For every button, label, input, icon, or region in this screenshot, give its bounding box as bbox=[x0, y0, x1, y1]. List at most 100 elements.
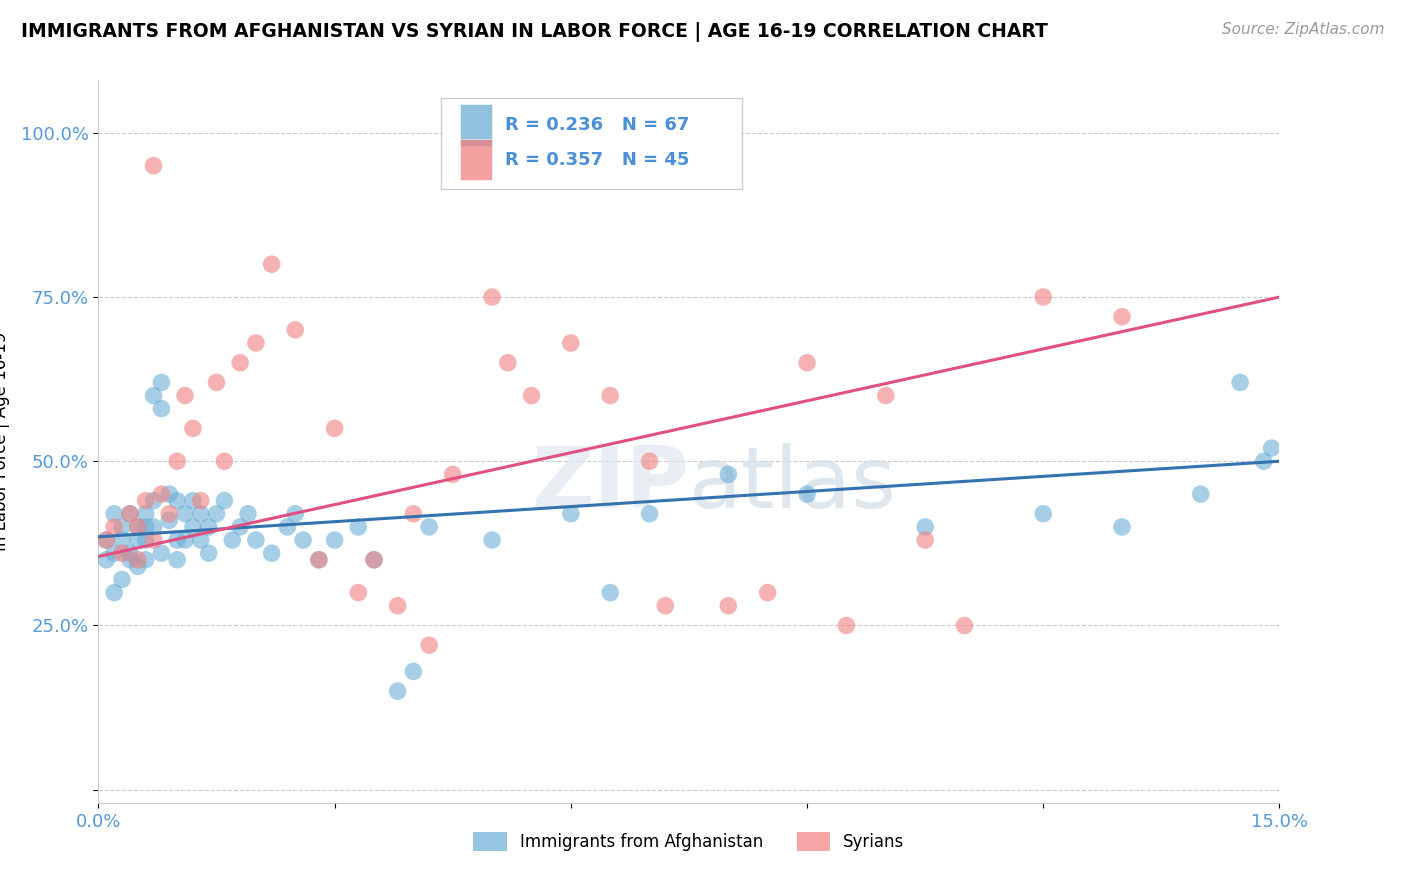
Syrians bbox=[402, 507, 425, 521]
Immigrants from Afghanistan bbox=[363, 553, 385, 567]
Immigrants from Afghanistan bbox=[111, 533, 134, 547]
Immigrants from Afghanistan bbox=[103, 507, 125, 521]
Syrians bbox=[1032, 290, 1054, 304]
Immigrants from Afghanistan bbox=[914, 520, 936, 534]
Immigrants from Afghanistan bbox=[111, 573, 134, 587]
Immigrants from Afghanistan bbox=[166, 493, 188, 508]
Immigrants from Afghanistan bbox=[284, 507, 307, 521]
Syrians bbox=[127, 553, 149, 567]
FancyBboxPatch shape bbox=[460, 139, 492, 180]
Syrians bbox=[441, 467, 464, 482]
Immigrants from Afghanistan bbox=[260, 546, 283, 560]
Immigrants from Afghanistan bbox=[150, 546, 173, 560]
Immigrants from Afghanistan bbox=[135, 507, 157, 521]
Syrians bbox=[520, 388, 543, 402]
Immigrants from Afghanistan bbox=[1253, 454, 1275, 468]
Immigrants from Afghanistan bbox=[135, 520, 157, 534]
Syrians bbox=[323, 421, 346, 435]
Syrians bbox=[157, 507, 180, 521]
Immigrants from Afghanistan bbox=[96, 553, 118, 567]
Immigrants from Afghanistan bbox=[418, 520, 440, 534]
Syrians bbox=[150, 487, 173, 501]
Syrians bbox=[103, 520, 125, 534]
Syrians bbox=[835, 618, 858, 632]
Immigrants from Afghanistan bbox=[229, 520, 252, 534]
Immigrants from Afghanistan bbox=[560, 507, 582, 521]
Immigrants from Afghanistan bbox=[1111, 520, 1133, 534]
Text: R = 0.236   N = 67: R = 0.236 N = 67 bbox=[505, 116, 689, 134]
Syrians bbox=[142, 159, 165, 173]
Immigrants from Afghanistan bbox=[118, 507, 141, 521]
Immigrants from Afghanistan bbox=[717, 467, 740, 482]
Immigrants from Afghanistan bbox=[347, 520, 370, 534]
Immigrants from Afghanistan bbox=[142, 493, 165, 508]
Syrians bbox=[953, 618, 976, 632]
Syrians bbox=[174, 388, 197, 402]
Syrians bbox=[308, 553, 330, 567]
Text: IMMIGRANTS FROM AFGHANISTAN VS SYRIAN IN LABOR FORCE | AGE 16-19 CORRELATION CHA: IMMIGRANTS FROM AFGHANISTAN VS SYRIAN IN… bbox=[21, 22, 1047, 42]
Immigrants from Afghanistan bbox=[103, 546, 125, 560]
Text: R = 0.357   N = 45: R = 0.357 N = 45 bbox=[505, 151, 689, 169]
Immigrants from Afghanistan bbox=[142, 520, 165, 534]
Syrians bbox=[347, 585, 370, 599]
Syrians bbox=[717, 599, 740, 613]
Syrians bbox=[496, 356, 519, 370]
Syrians bbox=[229, 356, 252, 370]
Immigrants from Afghanistan bbox=[197, 520, 219, 534]
Immigrants from Afghanistan bbox=[118, 553, 141, 567]
Syrians bbox=[118, 507, 141, 521]
Immigrants from Afghanistan bbox=[150, 376, 173, 390]
Syrians bbox=[260, 257, 283, 271]
Immigrants from Afghanistan bbox=[276, 520, 298, 534]
Immigrants from Afghanistan bbox=[1260, 441, 1282, 455]
Immigrants from Afghanistan bbox=[127, 559, 149, 574]
Immigrants from Afghanistan bbox=[111, 520, 134, 534]
Immigrants from Afghanistan bbox=[127, 533, 149, 547]
Immigrants from Afghanistan bbox=[190, 533, 212, 547]
Immigrants from Afghanistan bbox=[292, 533, 315, 547]
Immigrants from Afghanistan bbox=[150, 401, 173, 416]
Syrians bbox=[914, 533, 936, 547]
Syrians bbox=[756, 585, 779, 599]
Immigrants from Afghanistan bbox=[190, 507, 212, 521]
Immigrants from Afghanistan bbox=[205, 507, 228, 521]
Syrians bbox=[599, 388, 621, 402]
FancyBboxPatch shape bbox=[441, 98, 742, 189]
Syrians bbox=[654, 599, 676, 613]
Y-axis label: In Labor Force | Age 16-19: In Labor Force | Age 16-19 bbox=[0, 332, 10, 551]
Syrians bbox=[796, 356, 818, 370]
Immigrants from Afghanistan bbox=[1189, 487, 1212, 501]
Syrians bbox=[1111, 310, 1133, 324]
Syrians bbox=[284, 323, 307, 337]
Syrians bbox=[418, 638, 440, 652]
Immigrants from Afghanistan bbox=[402, 665, 425, 679]
Immigrants from Afghanistan bbox=[118, 546, 141, 560]
Immigrants from Afghanistan bbox=[174, 533, 197, 547]
Immigrants from Afghanistan bbox=[796, 487, 818, 501]
Immigrants from Afghanistan bbox=[323, 533, 346, 547]
Immigrants from Afghanistan bbox=[157, 487, 180, 501]
Text: ZIP: ZIP bbox=[531, 443, 689, 526]
Syrians bbox=[638, 454, 661, 468]
Syrians bbox=[363, 553, 385, 567]
Syrians bbox=[166, 454, 188, 468]
Text: atlas: atlas bbox=[689, 443, 897, 526]
Immigrants from Afghanistan bbox=[135, 553, 157, 567]
Immigrants from Afghanistan bbox=[127, 520, 149, 534]
Syrians bbox=[190, 493, 212, 508]
Syrians bbox=[135, 493, 157, 508]
Immigrants from Afghanistan bbox=[221, 533, 243, 547]
Syrians bbox=[387, 599, 409, 613]
Immigrants from Afghanistan bbox=[142, 388, 165, 402]
Syrians bbox=[875, 388, 897, 402]
Immigrants from Afghanistan bbox=[638, 507, 661, 521]
Syrians bbox=[214, 454, 236, 468]
Legend: Immigrants from Afghanistan, Syrians: Immigrants from Afghanistan, Syrians bbox=[465, 823, 912, 860]
Immigrants from Afghanistan bbox=[174, 507, 197, 521]
Syrians bbox=[127, 520, 149, 534]
Syrians bbox=[181, 421, 204, 435]
Immigrants from Afghanistan bbox=[245, 533, 267, 547]
Text: Source: ZipAtlas.com: Source: ZipAtlas.com bbox=[1222, 22, 1385, 37]
Syrians bbox=[111, 546, 134, 560]
Immigrants from Afghanistan bbox=[214, 493, 236, 508]
